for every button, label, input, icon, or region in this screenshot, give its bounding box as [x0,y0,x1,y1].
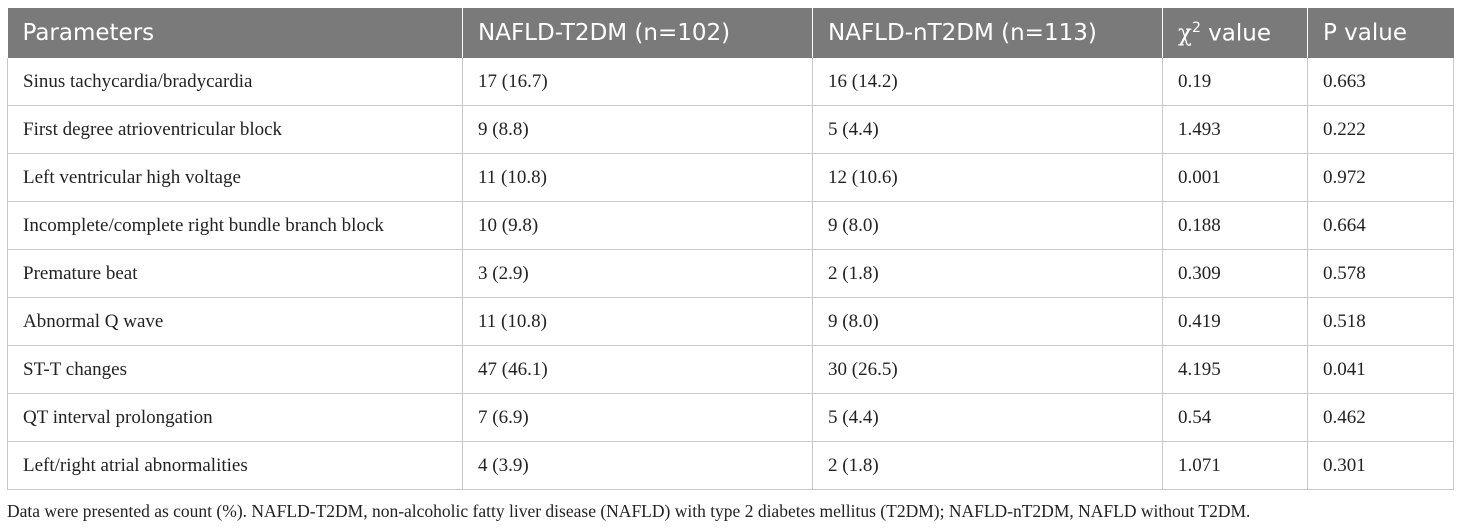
cell-parameter: Abnormal Q wave [7,297,463,346]
cell-chi-square: 0.001 [1162,153,1308,202]
cell-nafld-t2dm: 11 (10.8) [462,297,813,346]
header-p-value: P value [1307,8,1454,58]
table-body: Sinus tachycardia/bradycardia 17 (16.7) 16… [7,58,1454,490]
cell-chi-square: 1.071 [1162,441,1308,490]
cell-p-value: 0.041 [1307,345,1454,394]
table-row: Premature beat 3 (2.9) 2 (1.8) 0.309 0.578 [7,249,1454,298]
cell-p-value: 0.301 [1307,441,1454,490]
header-row: Parameters NAFLD-T2DM (n=102) NAFLD-nT2D… [7,8,1454,58]
table-row: First degree atrioventricular block 9 (8.… [7,105,1454,154]
cell-nafld-nt2dm: 16 (14.2) [812,58,1163,106]
cell-nafld-t2dm: 4 (3.9) [462,441,813,490]
header-nafld-t2dm: NAFLD-T2DM (n=102) [462,8,813,58]
cell-nafld-nt2dm: 12 (10.6) [812,153,1163,202]
header-nafld-nt2dm: NAFLD-nT2DM (n=113) [812,8,1163,58]
cell-chi-square: 0.419 [1162,297,1308,346]
cell-parameter: Left/right atrial abnormalities [7,441,463,490]
chi-symbol: χ [1178,20,1192,47]
chi-exponent: 2 [1191,19,1201,36]
cell-p-value: 0.462 [1307,393,1454,442]
header-parameters: Parameters [7,8,463,58]
cell-p-value: 0.664 [1307,201,1454,250]
data-table-container: Parameters NAFLD-T2DM (n=102) NAFLD-nT2D… [7,8,1454,490]
cell-nafld-t2dm: 47 (46.1) [462,345,813,394]
cell-nafld-nt2dm: 9 (8.0) [812,201,1163,250]
table-row: Left/right atrial abnormalities 4 (3.9) 2 … [7,441,1454,490]
cell-nafld-nt2dm: 5 (4.4) [812,105,1163,154]
cell-parameter: First degree atrioventricular block [7,105,463,154]
cell-parameter: Sinus tachycardia/bradycardia [7,58,463,106]
cell-nafld-t2dm: 10 (9.8) [462,201,813,250]
cell-parameter: Left ventricular high voltage [7,153,463,202]
table-row: Incomplete/complete right bundle branch … [7,201,1454,250]
cell-parameter: QT interval prolongation [7,393,463,442]
table-row: QT interval prolongation 7 (6.9) 5 (4.4) 0.… [7,393,1454,442]
chi-label: value [1200,20,1271,47]
cell-chi-square: 0.309 [1162,249,1308,298]
cell-nafld-t2dm: 11 (10.8) [462,153,813,202]
table-row: Sinus tachycardia/bradycardia 17 (16.7) 16… [7,58,1454,106]
cell-nafld-t2dm: 17 (16.7) [462,58,813,106]
table-row: ST-T changes 47 (46.1) 30 (26.5) 4.195 0.041 [7,345,1454,394]
header-chi-square: χ2 value [1162,8,1308,58]
cell-p-value: 0.578 [1307,249,1454,298]
ecg-findings-table: Parameters NAFLD-T2DM (n=102) NAFLD-nT2D… [7,8,1454,490]
cell-parameter: Premature beat [7,249,463,298]
table-footnote: Data were presented as count (%). NAFLD-… [7,501,1251,521]
cell-p-value: 0.663 [1307,58,1454,106]
cell-nafld-t2dm: 9 (8.8) [462,105,813,154]
cell-parameter: ST-T changes [7,345,463,394]
cell-p-value: 0.222 [1307,105,1454,154]
cell-parameter: Incomplete/complete right bundle branch … [7,201,463,250]
table-header: Parameters NAFLD-T2DM (n=102) NAFLD-nT2D… [7,8,1454,58]
cell-nafld-t2dm: 3 (2.9) [462,249,813,298]
table-row: Left ventricular high voltage 11 (10.8) 12… [7,153,1454,202]
table-row: Abnormal Q wave 11 (10.8) 9 (8.0) 0.419 0.51… [7,297,1454,346]
cell-chi-square: 0.19 [1162,58,1308,106]
cell-chi-square: 4.195 [1162,345,1308,394]
cell-nafld-nt2dm: 30 (26.5) [812,345,1163,394]
cell-chi-square: 1.493 [1162,105,1308,154]
cell-chi-square: 0.188 [1162,201,1308,250]
cell-nafld-nt2dm: 5 (4.4) [812,393,1163,442]
cell-nafld-nt2dm: 9 (8.0) [812,297,1163,346]
cell-nafld-nt2dm: 2 (1.8) [812,441,1163,490]
cell-nafld-nt2dm: 2 (1.8) [812,249,1163,298]
cell-nafld-t2dm: 7 (6.9) [462,393,813,442]
cell-p-value: 0.972 [1307,153,1454,202]
cell-p-value: 0.518 [1307,297,1454,346]
cell-chi-square: 0.54 [1162,393,1308,442]
